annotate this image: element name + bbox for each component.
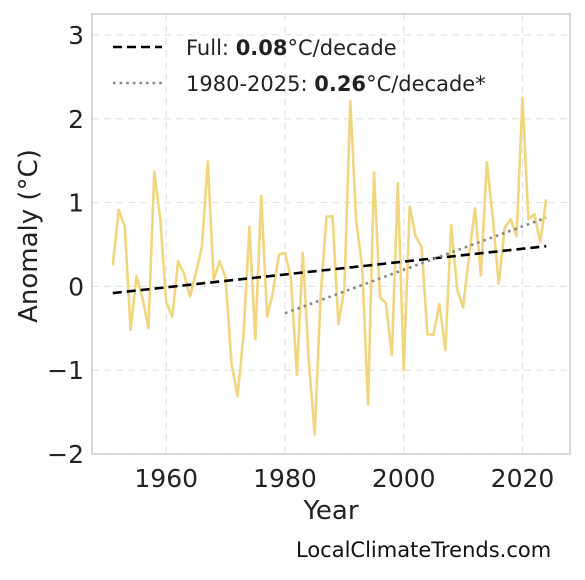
trend-line-full (112, 244, 547, 295)
grid (92, 14, 570, 455)
y-tick-labels: −2 −1 0 1 2 3 (47, 21, 84, 469)
legend-entry-recent: 1980-2025: 0.26°C/decade* (186, 72, 486, 96)
y-tick-label: 2 (68, 105, 84, 134)
series-layer (111, 96, 548, 437)
y-tick-label: 1 (68, 189, 84, 218)
legend-entry-full: Full: 0.08°C/decade (186, 36, 397, 60)
plot-background (92, 14, 570, 454)
x-tick-label: 1980 (253, 464, 317, 493)
x-tick-labels: 1960 1980 2000 2020 (134, 464, 554, 493)
y-axis-label: Anomaly (°C) (14, 149, 44, 323)
y-tick-label: −2 (47, 440, 84, 469)
x-axis-label: Year (302, 496, 358, 526)
y-tick-label: −1 (47, 356, 84, 385)
legend-recent-name: 1980-2025 (186, 72, 300, 96)
anomaly-chart: 1960 1980 2000 2020 −2 −1 0 1 2 3 Year Anomaly (… (14, 13, 571, 526)
legend: Full: 0.08°C/decade 1980-2025: 0.26°C/de… (113, 36, 486, 96)
legend-recent-rate: 0.26 (314, 72, 366, 96)
x-tick-label: 1960 (134, 464, 198, 493)
legend-full-name: Full (186, 36, 222, 60)
trend-line-recent (284, 216, 547, 315)
legend-recent-unit: °C/decade* (366, 72, 486, 96)
y-tick-label: 3 (68, 21, 84, 50)
y-tick-label: 0 (68, 272, 84, 301)
site-credit: LocalClimateTrends.com (296, 538, 552, 562)
x-tick-label: 2000 (372, 464, 436, 493)
legend-full-unit: °C/decade (288, 36, 397, 60)
x-tick-label: 2020 (491, 464, 555, 493)
anomaly-series-line (111, 96, 548, 437)
plot-frame (91, 13, 571, 455)
legend-full-rate: 0.08 (236, 36, 288, 60)
